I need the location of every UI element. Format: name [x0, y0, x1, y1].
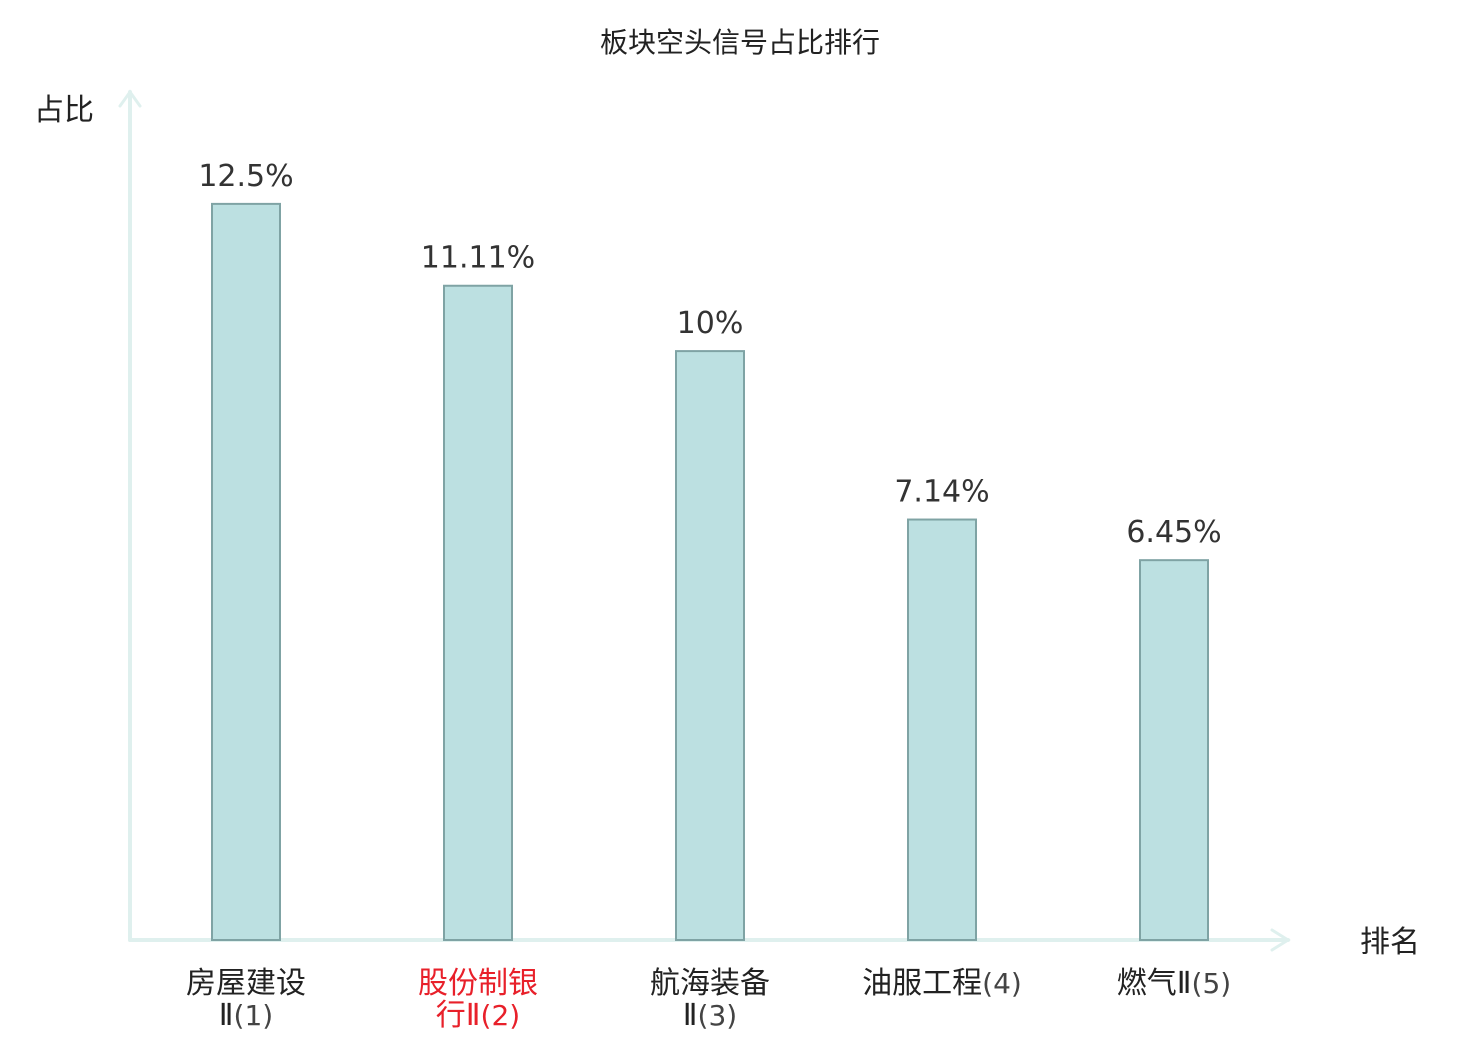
chart-title: 板块空头信号占比排行: [600, 26, 880, 59]
category-label-2: 股份制银行Ⅱ(2): [418, 966, 538, 1033]
bar-series: [211, 202, 1209, 942]
bar-4: [907, 518, 977, 941]
rank-label-2: (2): [481, 999, 521, 1032]
category-label-1: 房屋建设 Ⅱ(1): [186, 966, 306, 1033]
category-label-5: 燃气Ⅱ(5): [1117, 966, 1231, 1001]
bar-3: [675, 350, 745, 942]
value-label-4: 7.14%: [894, 475, 989, 510]
value-label-3: 10%: [677, 306, 744, 341]
value-label-group: 12.5% 11.11% 10% 7.14% 6.45%: [198, 159, 1221, 550]
value-label-5: 6.45%: [1126, 515, 1221, 550]
category-label-group: 房屋建设 Ⅱ(1) 股份制银行Ⅱ(2) 航海装备 Ⅱ(3) 油服工程(4) 燃气Ⅱ(5): [186, 966, 1231, 1033]
category-label-3: 航海装备 Ⅱ(3): [650, 966, 770, 1033]
value-label-2: 11.11%: [421, 241, 535, 276]
rank-label-3: (3): [698, 999, 738, 1032]
rank-label-1: (1): [234, 999, 274, 1032]
rank-label-4: (4): [982, 967, 1022, 1000]
y-axis-label: 占比: [34, 93, 94, 128]
bar-2: [443, 284, 513, 941]
x-axis-label: 排名: [1360, 925, 1420, 960]
value-label-1: 12.5%: [198, 159, 293, 194]
x-axis-arrow-icon: [1270, 928, 1291, 952]
y-axis-arrow-icon: [118, 89, 142, 108]
rank-label-5: (5): [1192, 967, 1232, 1000]
category-label-4: 油服工程(4): [862, 966, 1022, 1001]
bar-5: [1139, 559, 1209, 942]
bar-1: [211, 202, 281, 941]
